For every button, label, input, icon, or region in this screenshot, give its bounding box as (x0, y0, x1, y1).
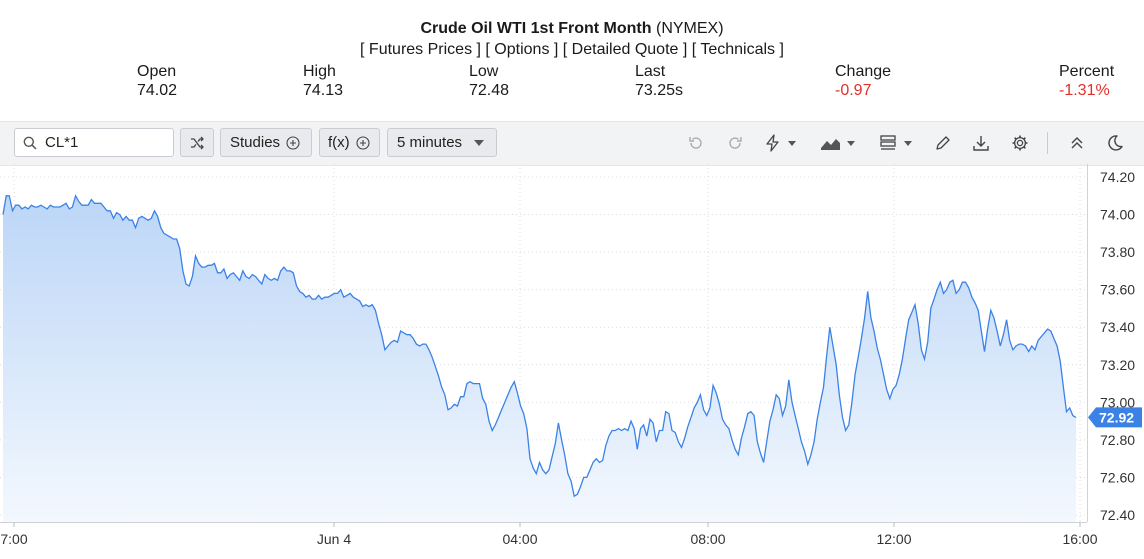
symbol-search-field[interactable]: CL*1 (14, 128, 174, 157)
link-detailed-quote[interactable]: [ Detailed Quote ] (562, 41, 688, 58)
lightning-icon[interactable] (760, 130, 800, 156)
y-tick-label: 74.20 (1100, 169, 1135, 185)
stat-change-label: Change (835, 63, 892, 80)
stat-open-label: Open (137, 63, 177, 80)
stat-change: Change -0.97 (835, 62, 891, 100)
chart-toolbar: CL*1 Studies f(x) 5 minutes (0, 121, 1144, 166)
x-tick-label: 12:00 (876, 531, 911, 547)
y-tick-label: 73.40 (1100, 319, 1135, 335)
undo-icon[interactable] (683, 130, 709, 156)
collapse-icon[interactable] (1064, 130, 1090, 156)
interval-value: 5 minutes (397, 134, 463, 151)
stat-percent-value: -1.31% (1059, 82, 1110, 99)
stat-low-label: Low (469, 63, 499, 80)
symbol-input-value[interactable]: CL*1 (45, 134, 79, 151)
x-tick-label: 08:00 (690, 531, 725, 547)
functions-button[interactable]: f(x) (319, 128, 380, 157)
y-tick-label: 73.20 (1100, 357, 1135, 373)
price-line (2, 194, 1077, 498)
stat-percent-label: Percent (1059, 63, 1115, 80)
price-chart-svg[interactable]: 74.20 74.00 73.80 73.60 73.40 73.20 73.00 72.80… (0, 164, 1144, 554)
y-tick-label: 73.80 (1100, 244, 1135, 260)
stat-last: Last 73.25s (635, 62, 683, 100)
plus-circle-icon (356, 135, 370, 150)
last-price-value: 72.92 (1099, 409, 1134, 425)
instrument-title: Crude Oil WTI 1st Front Month (NYMEX) (0, 20, 1144, 38)
exchange-text: (NYMEX) (655, 20, 724, 37)
y-tick-label: 73.00 (1100, 394, 1135, 410)
stat-percent: Percent -1.31% (1059, 62, 1114, 100)
studies-label: Studies (230, 134, 281, 151)
stat-last-value: 73.25s (635, 82, 684, 99)
x-tick-label: Jun 4 (317, 531, 351, 547)
pencil-icon[interactable] (930, 130, 956, 156)
interval-select[interactable]: 5 minutes (387, 128, 497, 157)
y-tick-label: 72.60 (1100, 469, 1135, 485)
x-axis: 7:00 Jun 4 04:00 08:00 12:00 16:00 (0, 522, 1098, 547)
download-icon[interactable] (968, 130, 994, 156)
x-tick-label: 04:00 (502, 531, 537, 547)
stat-low: Low 72.48 (469, 62, 509, 100)
moon-icon[interactable] (1102, 130, 1128, 156)
fx-label: f(x) (328, 134, 350, 151)
stat-high: High 74.13 (303, 62, 343, 100)
quote-links: [ Futures Prices ] [ Options ] [ Detaile… (0, 41, 1144, 59)
link-options[interactable]: [ Options ] (485, 41, 559, 58)
template-icon[interactable] (876, 130, 916, 156)
last-price-tag (1088, 407, 1142, 428)
x-tick-label: 16:00 (1062, 531, 1097, 547)
stat-change-value: -0.97 (835, 82, 872, 99)
stat-high-value: 74.13 (303, 82, 344, 99)
stat-last-label: Last (635, 63, 666, 80)
stat-open-value: 74.02 (137, 82, 178, 99)
redo-icon[interactable] (722, 130, 748, 156)
studies-button[interactable]: Studies (220, 128, 312, 157)
gear-icon[interactable] (1007, 130, 1033, 156)
link-futures-prices[interactable]: [ Futures Prices ] (360, 41, 481, 58)
title-text: Crude Oil WTI 1st Front Month (420, 20, 652, 37)
price-area (3, 195, 1076, 523)
x-tick-label: 7:00 (0, 531, 27, 547)
last-price-marker: 72.92 (1088, 407, 1142, 428)
shuffle-icon (189, 135, 205, 151)
stat-open: Open 74.02 (137, 62, 177, 100)
stat-low-value: 72.48 (469, 82, 510, 99)
y-axis: 74.20 74.00 73.80 73.60 73.40 73.20 73.00 72.80… (1100, 169, 1135, 523)
y-tick-label: 74.00 (1100, 207, 1135, 223)
stat-high-label: High (303, 63, 336, 80)
search-icon (23, 136, 37, 150)
plus-circle-icon (286, 135, 300, 150)
toolbar-divider (1047, 132, 1048, 154)
y-tick-label: 72.40 (1100, 507, 1135, 523)
y-tick-label: 73.60 (1100, 282, 1135, 298)
caret-down-icon (474, 139, 485, 146)
link-technicals[interactable]: [ Technicals ] (691, 41, 784, 58)
price-chart[interactable]: 74.20 74.00 73.80 73.60 73.40 73.20 73.00 72.80… (0, 164, 1144, 554)
chart-type-icon[interactable] (817, 130, 859, 156)
compare-button[interactable] (180, 128, 214, 157)
y-tick-label: 72.80 (1100, 432, 1135, 448)
